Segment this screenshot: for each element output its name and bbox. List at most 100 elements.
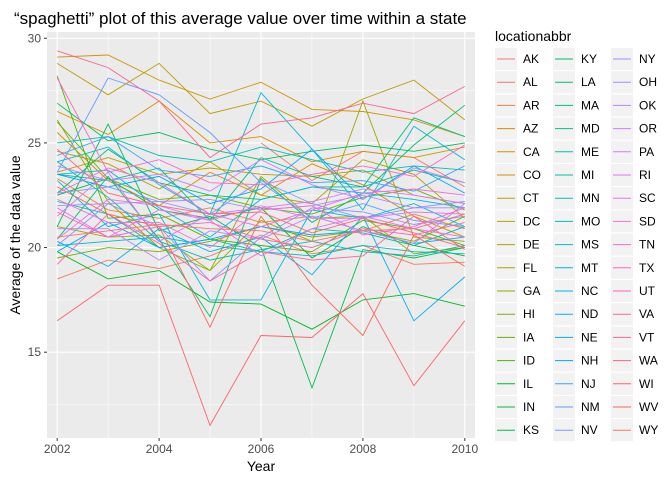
legend-item-az: AZ (495, 117, 538, 140)
legend-item-vt: VT (611, 326, 655, 349)
legend-label: NJ (581, 377, 596, 391)
series-line-nh (57, 148, 466, 205)
y-tick-label: 25 (28, 136, 42, 150)
series-line-or (57, 159, 465, 200)
legend-label: MT (581, 261, 599, 275)
legend-label: OH (639, 75, 657, 89)
legend-label: NV (581, 423, 598, 437)
legend-label: NM (581, 400, 600, 414)
x-tick-label: 2010 (451, 442, 478, 456)
legend-label: OK (639, 98, 656, 112)
legend-item-nj: NJ (553, 372, 596, 395)
legend-label: WY (639, 423, 658, 437)
legend-label: AZ (523, 122, 538, 136)
legend-item-ak: AK (495, 48, 539, 70)
legend-item-mn: MN (553, 187, 600, 210)
legend-item-wi: WI (611, 372, 654, 395)
legend-label: MD (581, 122, 600, 136)
legend-label: MI (581, 168, 594, 182)
legend-item-wa: WA (611, 349, 658, 372)
legend-label: LA (581, 75, 596, 89)
legend-label: NH (581, 354, 598, 368)
y-tick-label: 30 (28, 31, 42, 45)
legend-label: KS (523, 423, 539, 437)
legend-item-in: IN (495, 396, 535, 418)
legend-item-ny: NY (611, 48, 656, 70)
legend-item-id: ID (495, 349, 535, 372)
legend-item-tx: TX (611, 256, 654, 279)
legend-item-dc: DC (495, 210, 541, 233)
series-line-al (57, 234, 465, 280)
legend-label: VA (639, 307, 654, 321)
legend-item-mo: MO (553, 210, 600, 233)
legend-item-nm: NM (553, 396, 600, 418)
legend-label: DC (523, 214, 541, 228)
legend-label: WA (639, 354, 658, 368)
legend-label: IL (523, 377, 533, 391)
legend-label: HI (523, 307, 535, 321)
legend-label: TX (639, 261, 654, 275)
series-line-nj (57, 136, 465, 192)
legend-label: WI (639, 377, 654, 391)
legend-item-fl: FL (495, 256, 537, 279)
legend-label: KY (581, 52, 597, 66)
legend-label: UT (639, 284, 656, 298)
legend-label: DE (523, 238, 540, 252)
legend-label: RI (639, 168, 651, 182)
legend-item-wv: WV (611, 396, 658, 418)
series-line-md (57, 157, 465, 222)
series-line-ut (57, 211, 465, 249)
series-line-ct (57, 157, 465, 205)
series-line-ri (56, 205, 465, 238)
legend-label: CO (523, 168, 541, 182)
legend-item-nc: NC (553, 280, 599, 302)
series-line-ny (56, 203, 465, 282)
legend-label: ME (581, 145, 599, 159)
x-tick-label: 2004 (146, 442, 173, 456)
legend-item-ne: NE (553, 326, 598, 349)
series-line-ca (57, 100, 465, 163)
series-line-il (56, 251, 465, 330)
legend-item-sd: SD (611, 210, 656, 233)
legend-label: NC (581, 284, 599, 298)
legend-item-ok: OK (611, 94, 656, 117)
legend-label: MO (581, 214, 600, 228)
legend-label: VT (639, 330, 655, 344)
legend-item-nd: ND (553, 303, 599, 326)
legend-item-wy: WY (611, 419, 658, 442)
tick-layer: 2002 2004 2006 2008 2010 15 20 25 30 (28, 31, 479, 456)
series-line-wi (56, 284, 466, 427)
legend-item-va: VA (611, 303, 654, 326)
legend-item-or: OR (611, 117, 657, 140)
series-line-sc (56, 198, 465, 257)
series-line-nv (57, 180, 465, 219)
legend-item-ga: GA (495, 280, 540, 302)
y-axis-title: Average of the data value (7, 155, 23, 315)
x-tick-label: 2008 (350, 442, 377, 456)
legend-item-tn: TN (611, 233, 655, 256)
legend-item-la: LA (553, 71, 596, 94)
series-line-wa (56, 148, 465, 249)
legend-item-ct: CT (495, 187, 540, 210)
legend: AK AL AR AZ CA CO CT DC DE FL GA HI IA ID IL IN KS KY LA MA… (495, 48, 658, 442)
legend-label: NE (581, 330, 598, 344)
legend-label: NY (639, 52, 656, 66)
legend-label: IA (523, 330, 534, 344)
legend-label: WV (639, 400, 658, 414)
legend-item-ms: MS (553, 233, 599, 256)
legend-label: ND (581, 307, 599, 321)
legend-label: AK (523, 52, 539, 66)
chart-title: “spaghetti” plot of this average value o… (14, 9, 467, 28)
legend-label: CA (523, 145, 540, 159)
legend-label: AL (523, 75, 538, 89)
legend-label: TN (639, 238, 655, 252)
series-line-pa (56, 171, 465, 242)
legend-item-md: MD (553, 117, 600, 140)
legend-label: PA (639, 145, 654, 159)
series-line-ar (56, 178, 465, 232)
legend-label: GA (523, 284, 540, 298)
legend-label: MS (581, 238, 599, 252)
y-tick-label: 20 (28, 241, 42, 255)
legend-item-ky: KY (553, 48, 597, 70)
